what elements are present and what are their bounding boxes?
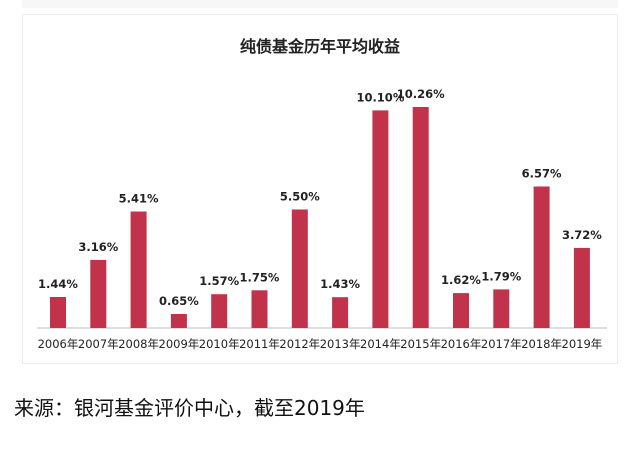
bar-2017年: [493, 289, 510, 328]
x-tick-label-2019年: 2019年: [562, 337, 603, 351]
chart-title: 纯债基金历年平均收益: [239, 37, 400, 56]
data-label-2007年: 3.16%: [78, 240, 118, 254]
bar-2018年: [533, 186, 550, 328]
x-tick-label-2013年: 2013年: [320, 337, 361, 351]
bar-2016年: [453, 293, 469, 328]
bar-2015年: [412, 107, 429, 328]
data-label-2011年: 1.75%: [240, 270, 280, 284]
x-tick-label-2010年: 2010年: [199, 337, 240, 351]
x-tick-label-2012年: 2012年: [279, 337, 320, 351]
x-tick-label-2015年: 2015年: [400, 337, 441, 351]
data-label-2014年: 10.10%: [356, 90, 404, 104]
x-tick-label-2007年: 2007年: [78, 337, 119, 351]
data-label-2009年: 0.65%: [159, 294, 199, 308]
bar-2006年: [50, 297, 66, 328]
x-tick-label-2018年: 2018年: [521, 337, 562, 351]
bar-2009年: [170, 314, 187, 328]
bar-2012年: [291, 209, 308, 328]
bar-2019年: [573, 247, 590, 328]
data-label-2019年: 3.72%: [562, 228, 602, 242]
x-tick-label-2016年: 2016年: [441, 337, 482, 351]
source-caption: 来源：银河基金评价中心，截至2019年: [14, 396, 365, 420]
top-strip: [22, 0, 618, 8]
bar-2010年: [211, 294, 228, 328]
bar-chart: 1.44% 2006年 3.16% 2007年 5.41% 2008年 0.65% 2009年…: [37, 87, 607, 351]
data-label-2017年: 1.79%: [481, 269, 521, 283]
x-tick-label-2009年: 2009年: [159, 337, 200, 351]
data-label-2013年: 1.43%: [320, 277, 360, 291]
x-tick-label-2011年: 2011年: [239, 337, 280, 351]
data-label-2008年: 5.41%: [119, 192, 159, 206]
x-tick-label-2006年: 2006年: [38, 337, 79, 351]
data-label-2015年: 10.26%: [397, 87, 445, 101]
bar-2014年: [372, 110, 389, 329]
bar-2013年: [332, 297, 349, 328]
x-tick-label-2008年: 2008年: [118, 337, 159, 351]
chart-card: 纯债基金历年平均收益 1.44% 2006年 3.16% 2007年 5.41% 2008…: [22, 14, 618, 364]
data-label-2018年: 6.57%: [522, 167, 562, 181]
data-label-2016年: 1.62%: [441, 273, 481, 287]
x-tick-label-2017年: 2017年: [481, 337, 522, 351]
data-label-2010年: 1.57%: [199, 274, 239, 288]
data-label-2006年: 1.44%: [38, 277, 78, 291]
bar-2008年: [130, 211, 147, 328]
bar-2007年: [90, 259, 107, 328]
bar-2011年: [251, 290, 268, 328]
data-label-2012年: 5.50%: [280, 190, 320, 204]
x-tick-label-2014年: 2014年: [360, 337, 401, 351]
